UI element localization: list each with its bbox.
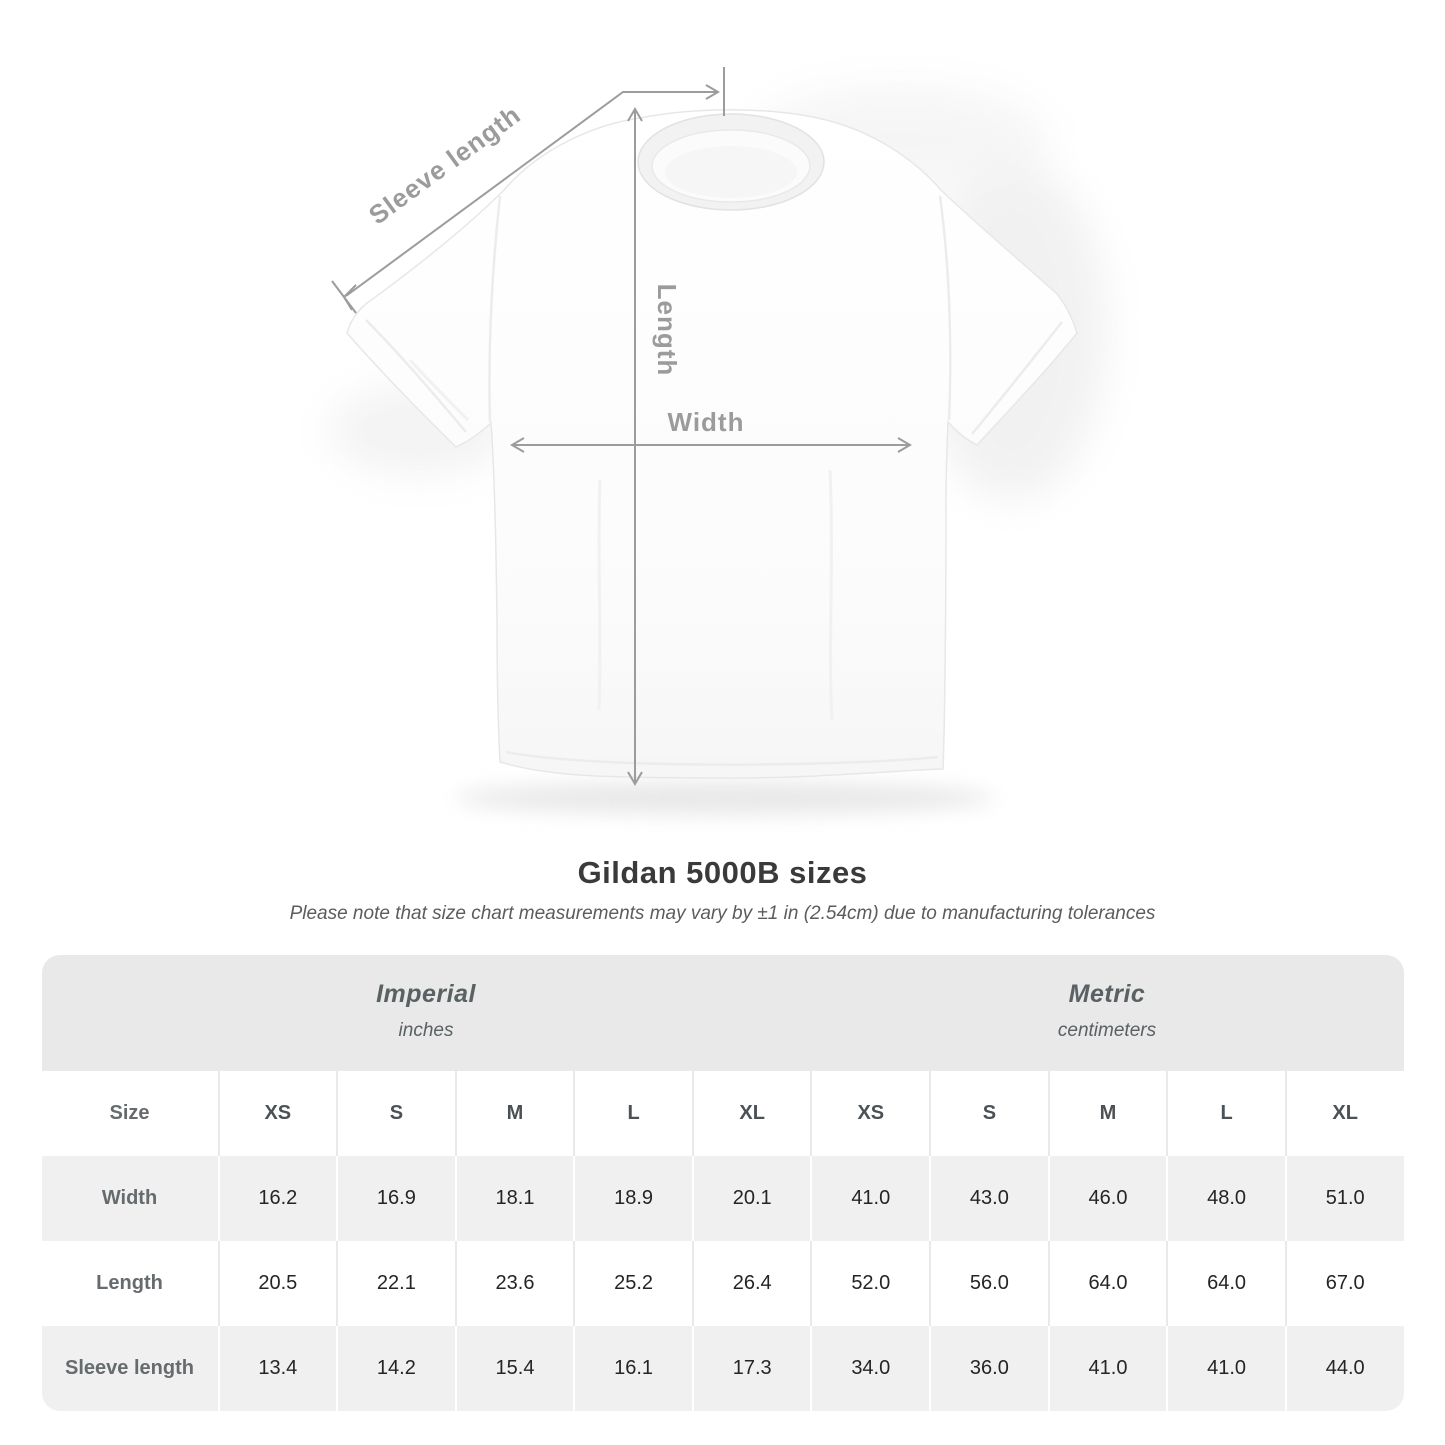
measurement-cell: 23.6 (454, 1241, 574, 1326)
size-table-body: Size XS S M L XL XS S M L XL Width 16.2 16.9 18.1 18.9 2… (41, 1071, 1404, 1411)
size-header-cell: L (573, 1071, 692, 1156)
collar (637, 113, 825, 211)
measurement-cell: 20.1 (691, 1156, 811, 1241)
width-arrow (510, 437, 912, 453)
size-header-cell: XL (691, 1071, 811, 1156)
table-row: Width 16.2 16.9 18.1 18.9 20.1 41.0 43.0 46.0 48.… (41, 1156, 1404, 1241)
size-header-cell: S (929, 1071, 1048, 1156)
metric-unit: centimeters (1057, 1020, 1157, 1041)
measurement-cell: 43.0 (929, 1156, 1048, 1241)
table-row: Size XS S M L XL XS S M L XL (41, 1071, 1404, 1156)
length-arrow (627, 107, 643, 786)
measurement-cell: 36.0 (929, 1326, 1048, 1411)
tshirt-measurement-diagram: Sleeve length Length Width (330, 67, 1107, 814)
measurement-cell: 56.0 (929, 1241, 1048, 1326)
metric-label: Metric (1068, 980, 1146, 1008)
page-title: Gildan 5000B sizes (577, 855, 868, 890)
measurement-cell: 20.5 (217, 1241, 337, 1326)
measurement-cell: 46.0 (1047, 1156, 1167, 1241)
measurement-cell: 25.2 (573, 1241, 692, 1326)
size-header-cell: S (336, 1071, 455, 1156)
measurement-cell: 67.0 (1284, 1241, 1404, 1326)
measurement-cell: 34.0 (810, 1326, 929, 1411)
imperial-label: Imperial (376, 980, 476, 1008)
measurement-cell: 51.0 (1284, 1156, 1404, 1241)
size-header-cell: XS (217, 1071, 337, 1156)
measurement-cell: 26.4 (691, 1241, 811, 1326)
size-header-cell: XL (1284, 1071, 1404, 1156)
measurement-cell: 16.2 (217, 1156, 337, 1241)
measurement-cell: 41.0 (1047, 1326, 1167, 1411)
row-label: Width (101, 1187, 158, 1209)
size-header-cell: M (454, 1071, 574, 1156)
size-chart-table: Imperial inches Metric centimeters Size X… (41, 955, 1404, 1411)
measurement-cell: 17.3 (691, 1326, 811, 1411)
measurement-cell: 41.0 (810, 1156, 929, 1241)
unit-header-band: Imperial inches Metric centimeters (41, 955, 1404, 1071)
measurement-cell: 18.9 (573, 1156, 692, 1241)
size-header-cell: L (1166, 1071, 1285, 1156)
measurement-cell: 64.0 (1047, 1241, 1167, 1326)
measurement-cell: 15.4 (454, 1326, 574, 1411)
measurement-cell: 44.0 (1284, 1326, 1404, 1411)
measurement-cell: 41.0 (1166, 1326, 1285, 1411)
length-label: Length (652, 284, 682, 377)
tolerance-note: Please note that size chart measurements… (289, 903, 1156, 924)
measurement-cell: 52.0 (810, 1241, 929, 1326)
tshirt-image: Sleeve length Length Width (330, 67, 1107, 814)
sleeve-length-arrow (331, 67, 725, 314)
measurement-cell: 16.1 (573, 1326, 692, 1411)
row-label: Sleeve length (65, 1357, 194, 1379)
imperial-header: Imperial inches (42, 955, 811, 1071)
tshirt-shape (346, 109, 1078, 779)
table-row: Length 20.5 22.1 23.6 25.2 26.4 52.0 56.0 64.0 64… (41, 1241, 1404, 1326)
table-row: Sleeve length 13.4 14.2 15.4 16.1 17.3 34.0 36.… (41, 1326, 1404, 1411)
measurement-cell: 22.1 (336, 1241, 455, 1326)
measurement-cell: 16.9 (336, 1156, 455, 1241)
imperial-unit: inches (398, 1020, 454, 1041)
size-header-cell: XS (810, 1071, 929, 1156)
metric-header: Metric centimeters (811, 955, 1404, 1071)
row-label: Size (109, 1102, 150, 1124)
measurement-cell: 64.0 (1166, 1241, 1285, 1326)
measurement-cell: 13.4 (217, 1326, 337, 1411)
size-header-cell: M (1047, 1071, 1167, 1156)
measurement-cell: 14.2 (336, 1326, 455, 1411)
measurement-cell: 48.0 (1166, 1156, 1285, 1241)
row-label: Length (96, 1272, 163, 1294)
measurement-cell: 18.1 (454, 1156, 574, 1241)
width-label: Width (668, 407, 745, 437)
